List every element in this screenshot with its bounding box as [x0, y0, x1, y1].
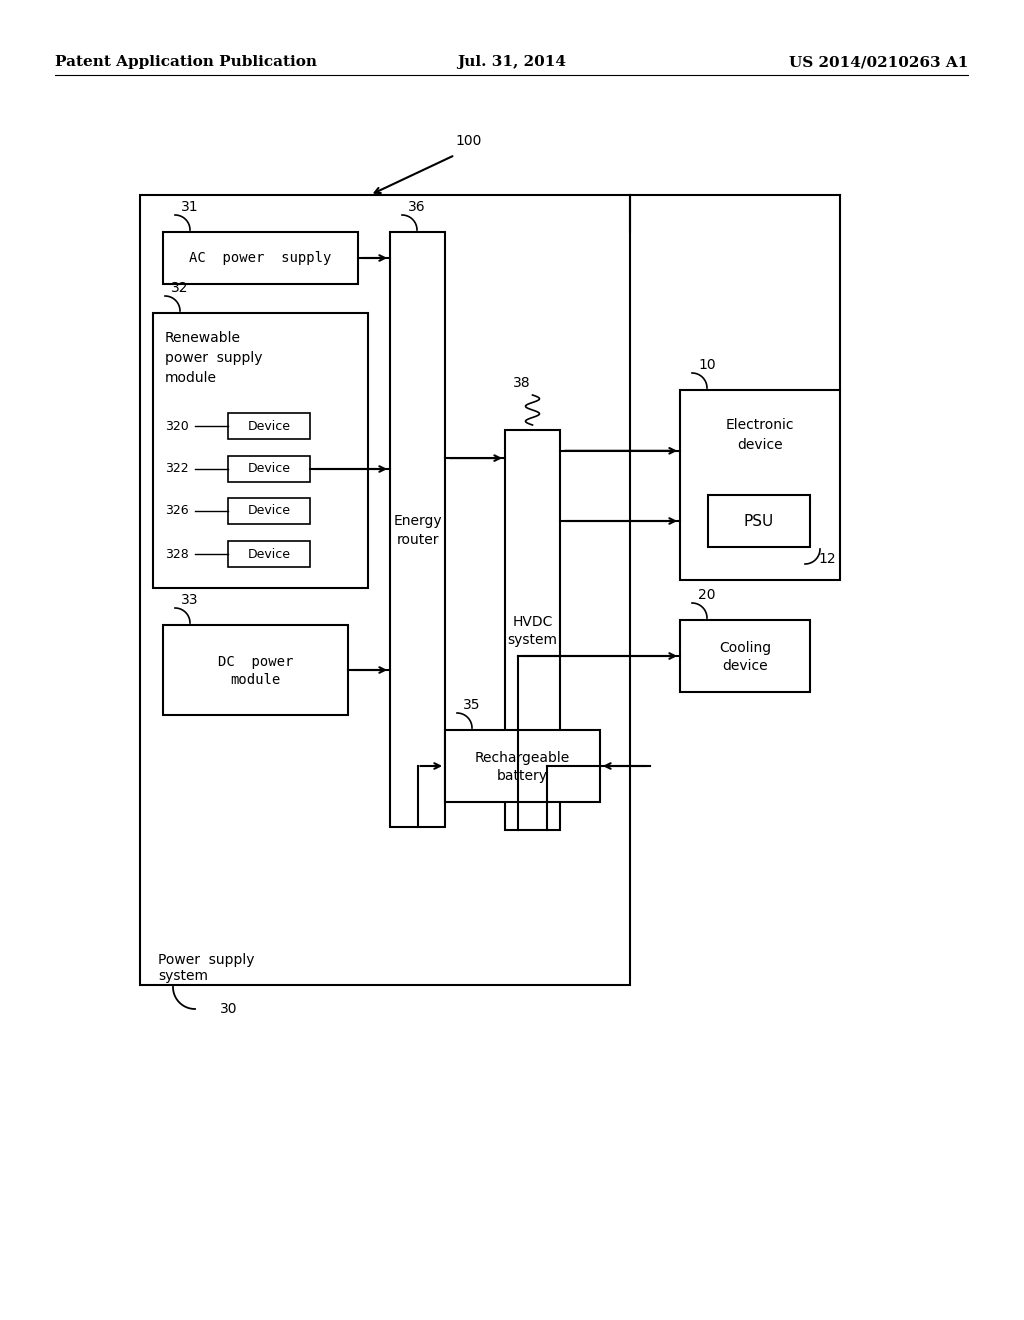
Text: Device: Device	[248, 548, 291, 561]
Text: system: system	[158, 969, 208, 983]
Text: power  supply: power supply	[165, 351, 262, 366]
Bar	[505, 430, 560, 830]
Text: 31: 31	[181, 201, 199, 214]
Text: device: device	[737, 438, 782, 451]
Bar	[228, 413, 310, 440]
Text: Power  supply: Power supply	[158, 953, 255, 968]
Text: Device: Device	[248, 462, 291, 475]
Text: Device: Device	[248, 420, 291, 433]
Bar	[228, 498, 310, 524]
Text: device: device	[722, 659, 768, 673]
Bar	[680, 389, 840, 579]
Bar	[708, 495, 810, 546]
Bar	[680, 620, 810, 692]
Text: US 2014/0210263 A1: US 2014/0210263 A1	[788, 55, 968, 69]
Text: module: module	[230, 673, 281, 686]
Text: AC  power  supply: AC power supply	[189, 251, 332, 265]
Text: Energy: Energy	[393, 515, 441, 528]
Text: Device: Device	[248, 504, 291, 517]
Text: 35: 35	[463, 698, 480, 711]
Text: 12: 12	[818, 552, 836, 566]
Text: system: system	[508, 634, 557, 647]
Text: 326: 326	[165, 504, 188, 517]
Text: Electronic: Electronic	[726, 418, 795, 432]
Bar	[228, 455, 310, 482]
Text: HVDC: HVDC	[512, 615, 553, 630]
Bar	[228, 541, 310, 568]
Bar	[153, 313, 368, 587]
Text: 36: 36	[408, 201, 426, 214]
Text: 32: 32	[171, 281, 188, 294]
Text: 320: 320	[165, 420, 188, 433]
Text: DC  power: DC power	[218, 655, 293, 669]
Text: 10: 10	[698, 358, 716, 372]
Bar	[163, 624, 348, 715]
Text: battery: battery	[497, 770, 548, 783]
Text: 100: 100	[455, 135, 481, 148]
Text: 30: 30	[220, 1002, 238, 1016]
Text: 20: 20	[698, 587, 716, 602]
Text: Rechargeable: Rechargeable	[475, 751, 570, 766]
Text: 38: 38	[513, 376, 530, 389]
Bar	[390, 232, 445, 828]
Text: 322: 322	[165, 462, 188, 475]
Text: Jul. 31, 2014: Jul. 31, 2014	[458, 55, 566, 69]
Text: 328: 328	[165, 548, 188, 561]
Bar	[445, 730, 600, 803]
Text: PSU: PSU	[743, 513, 774, 528]
Text: Renewable: Renewable	[165, 331, 241, 345]
Text: module: module	[165, 371, 217, 385]
Text: router: router	[396, 532, 438, 546]
Text: Cooling: Cooling	[719, 642, 771, 655]
Bar	[140, 195, 630, 985]
Bar	[163, 232, 358, 284]
Text: 33: 33	[181, 593, 199, 607]
Text: Patent Application Publication: Patent Application Publication	[55, 55, 317, 69]
